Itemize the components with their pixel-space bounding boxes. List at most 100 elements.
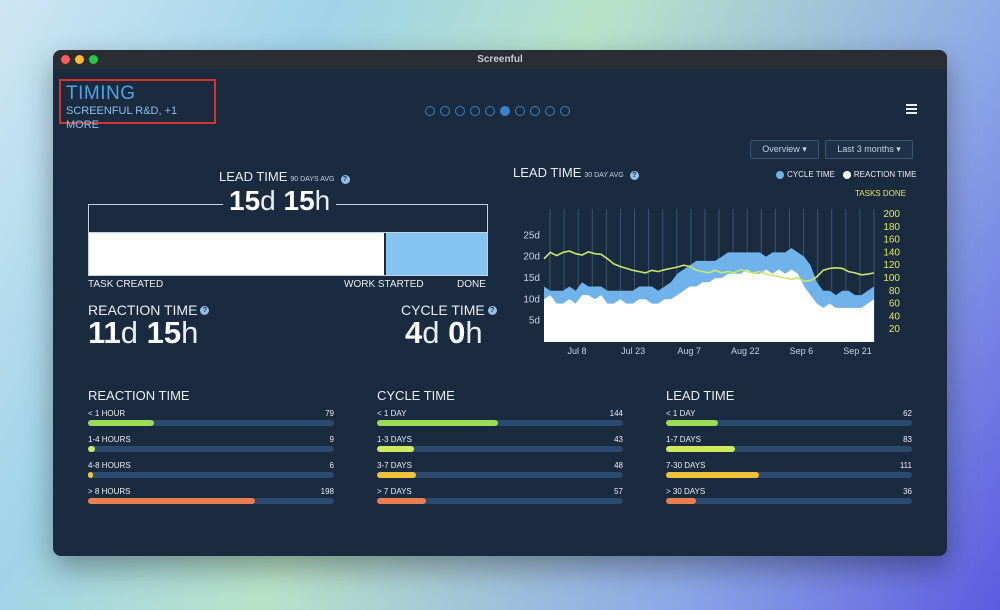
reaction-segment — [89, 233, 384, 275]
distribution-row[interactable]: > 7 DAYS 57 — [377, 487, 623, 513]
pager-dot[interactable] — [545, 106, 555, 116]
x-tick-label: Aug 7 — [677, 346, 701, 356]
y-right-tick-label: 80 — [889, 286, 901, 297]
y-right-tick-label: 20 — [889, 324, 901, 335]
reaction-time-label: REACTION TIME — [88, 302, 198, 318]
cycle-time-value: 4d 0h — [405, 315, 483, 350]
pager-dot[interactable] — [470, 106, 480, 116]
bucket-label: > 7 DAYS — [377, 487, 412, 496]
y-left-tick-label: 15d — [523, 273, 540, 284]
hamburger-menu-icon[interactable] — [906, 104, 917, 116]
y-left-tick-label: 10d — [523, 294, 540, 305]
distribution-row[interactable]: > 30 DAYS 36 — [666, 487, 912, 513]
distribution-row[interactable]: 1-4 HOURS 9 — [88, 435, 334, 461]
lead-time-header: LEAD TIME 90 DAYS AVG ? — [219, 169, 350, 184]
distribution-row[interactable]: 1-3 DAYS 43 — [377, 435, 623, 461]
distribution-row[interactable]: < 1 DAY 62 — [666, 409, 912, 435]
help-icon[interactable]: ? — [629, 171, 639, 180]
bucket-track — [88, 446, 334, 452]
distribution-row[interactable]: > 8 HOURS 198 — [88, 487, 334, 513]
bucket-count: 111 — [899, 461, 912, 470]
x-tick-label: Jul 8 — [567, 346, 586, 356]
bucket-label: 1-3 DAYS — [377, 435, 412, 444]
cycle-segment — [383, 233, 487, 275]
bucket-fill — [377, 472, 417, 478]
bucket-fill — [666, 498, 696, 504]
bucket-track — [377, 498, 623, 504]
pager-dot[interactable] — [440, 106, 450, 116]
project-selector[interactable]: SCREENFUL R&D, +1 MORE — [66, 105, 178, 131]
distribution-row[interactable]: 3-7 DAYS 48 — [377, 461, 623, 487]
distribution-row[interactable]: < 1 HOUR 79 — [88, 409, 334, 435]
distribution-row[interactable]: 7-30 DAYS 111 — [666, 461, 912, 487]
lead-time-label: LEAD TIME — [219, 169, 288, 184]
window-controls — [61, 55, 98, 64]
bucket-track — [377, 446, 623, 452]
bucket-count: 198 — [320, 487, 334, 496]
reaction-time-area — [544, 269, 874, 342]
x-tick-label: Sep 21 — [843, 346, 872, 356]
distribution-panel: REACTION TIME < 1 HOUR 79 1-4 HOURS 9 4-8 HOU… — [88, 388, 334, 513]
bucket-fill — [88, 498, 256, 504]
title-bar: Screenful — [53, 50, 947, 69]
bucket-label: 1-4 HOURS — [88, 435, 131, 444]
legend-reaction-time[interactable]: REACTION TIME — [842, 170, 916, 179]
help-icon[interactable]: ? — [487, 305, 497, 315]
bucket-label: < 1 DAY — [666, 409, 696, 418]
y-right-tick-label: 140 — [883, 247, 900, 258]
x-tick-label: Sep 6 — [790, 346, 814, 356]
y-right-tick-label: 60 — [889, 299, 901, 310]
bucket-track — [88, 420, 334, 426]
bucket-label: > 8 HOURS — [88, 487, 131, 496]
y-right-tick-label: 160 — [883, 235, 900, 246]
distribution-panel: CYCLE TIME < 1 DAY 144 1-3 DAYS 43 3-7 DAYS 48… — [377, 388, 623, 513]
distribution-row[interactable]: 1-7 DAYS 83 — [666, 435, 912, 461]
legend-cycle-time[interactable]: CYCLE TIME — [776, 170, 835, 179]
pager-dot[interactable] — [560, 106, 570, 116]
pager-dot[interactable] — [425, 106, 435, 116]
bucket-count: 79 — [325, 409, 334, 418]
reaction-time-header: REACTION TIME ? — [88, 302, 210, 318]
pager-dot[interactable] — [500, 106, 510, 116]
chart-header: LEAD TIME 30 DAY AVG ? — [513, 165, 639, 180]
bucket-count: 144 — [609, 409, 623, 418]
reaction-time-value: 11d 15h — [88, 315, 199, 350]
window-title: Screenful — [477, 54, 523, 65]
work-started-label: WORK STARTED — [344, 279, 424, 290]
bucket-count: 48 — [614, 461, 623, 470]
maximize-window-button[interactable] — [89, 55, 98, 64]
distribution-title: REACTION TIME — [88, 388, 190, 403]
y-right-tick-label: 120 — [883, 260, 900, 271]
distribution-row[interactable]: 4-8 HOURS 6 — [88, 461, 334, 487]
lead-time-bar — [88, 232, 488, 276]
y-right-tick-label: 180 — [883, 222, 900, 233]
bucket-fill — [666, 446, 735, 452]
minimize-window-button[interactable] — [75, 55, 84, 64]
dashboard-header: TIMING SCREENFUL R&D, +1 MORE — [59, 79, 216, 131]
overview-dropdown[interactable]: Overview ▾ — [750, 140, 819, 159]
bucket-track — [377, 472, 623, 478]
bucket-label: > 30 DAYS — [666, 487, 706, 496]
help-icon[interactable]: ? — [340, 175, 350, 184]
bucket-label: 4-8 HOURS — [88, 461, 131, 470]
bucket-fill — [666, 420, 718, 426]
close-window-button[interactable] — [61, 55, 70, 64]
pager-dot[interactable] — [455, 106, 465, 116]
lead-time-value: 15d 15h — [223, 185, 337, 217]
bucket-track — [88, 472, 334, 478]
bucket-count: 57 — [614, 487, 623, 496]
pager-dot[interactable] — [530, 106, 540, 116]
distribution-panel: LEAD TIME < 1 DAY 62 1-7 DAYS 83 7-30 DAYS 111… — [666, 388, 912, 513]
y-left-tick-label: 5d — [529, 316, 540, 327]
lead-time-avg-label: 90 DAYS AVG — [290, 176, 335, 183]
distribution-row[interactable]: < 1 DAY 144 — [377, 409, 623, 435]
bucket-fill — [88, 472, 93, 478]
date-range-dropdown[interactable]: Last 3 months ▾ — [825, 140, 913, 159]
pager-dot[interactable] — [515, 106, 525, 116]
bucket-label: < 1 DAY — [377, 409, 407, 418]
help-icon[interactable]: ? — [200, 305, 210, 315]
slide-pager — [425, 106, 570, 116]
pager-dot[interactable] — [485, 106, 495, 116]
distribution-title: CYCLE TIME — [377, 388, 455, 403]
